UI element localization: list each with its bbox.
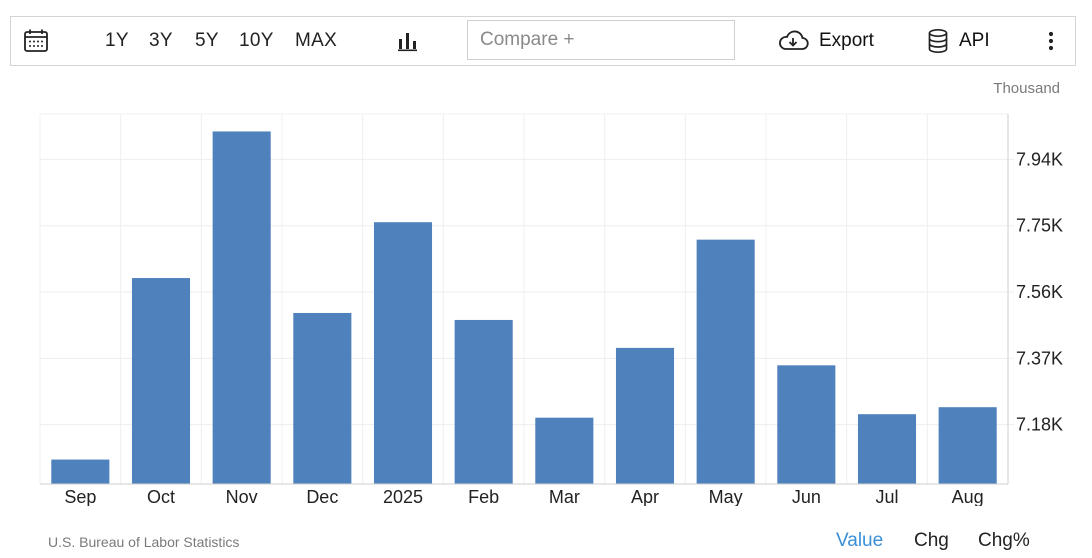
mode-chg-pct-button[interactable]: Chg% bbox=[978, 530, 1030, 551]
bar-mar bbox=[535, 417, 594, 484]
x-tick-label: 2025 bbox=[383, 487, 423, 506]
chart-area: Thousand 7.18K 7.37K 7.56K 7.75K 7.94K Sep Oct… bbox=[0, 66, 1092, 558]
y-tick-label: 7.37K bbox=[1016, 348, 1063, 368]
bar-chart: 7.18K 7.37K 7.56K 7.75K 7.94K Sep Oct Nov Dec 202… bbox=[39, 113, 1063, 506]
x-tick-label: May bbox=[709, 487, 743, 506]
x-tick-label: Jun bbox=[792, 487, 821, 506]
bar-dec bbox=[293, 312, 352, 484]
mode-value-button[interactable]: Value bbox=[836, 530, 884, 551]
database-icon bbox=[928, 28, 948, 54]
x-tick-label: Apr bbox=[631, 487, 659, 506]
x-tick-label: Aug bbox=[952, 487, 984, 506]
x-tick-label: Dec bbox=[306, 487, 338, 506]
more-options-icon[interactable] bbox=[1041, 17, 1061, 65]
y-tick-label: 7.18K bbox=[1016, 415, 1063, 435]
range-3y-button[interactable]: 3Y bbox=[149, 30, 173, 51]
x-tick-label: Nov bbox=[226, 487, 258, 506]
bar-nov bbox=[212, 131, 271, 484]
y-tick-label: 7.75K bbox=[1016, 216, 1063, 236]
api-label: API bbox=[959, 30, 990, 51]
api-button[interactable]: API bbox=[927, 17, 990, 65]
range-max-button[interactable]: MAX bbox=[295, 30, 338, 51]
export-label: Export bbox=[819, 30, 874, 51]
x-tick-label: Feb bbox=[468, 487, 499, 506]
y-tick-label: 7.56K bbox=[1016, 282, 1063, 302]
chart-toolbar: 1Y 3Y 5Y 10Y MAX Export API bbox=[10, 16, 1076, 66]
cloud-download-icon bbox=[779, 30, 809, 50]
x-tick-label: Oct bbox=[147, 487, 175, 506]
bar-2025 bbox=[373, 222, 433, 484]
range-10y-button[interactable]: 10Y bbox=[239, 30, 274, 51]
range-1y-button[interactable]: 1Y bbox=[105, 30, 129, 51]
x-tick-label: Mar bbox=[549, 487, 580, 506]
bar-apr bbox=[615, 347, 675, 484]
calendar-icon[interactable] bbox=[23, 17, 49, 65]
y-tick-label: 7.94K bbox=[1016, 149, 1063, 169]
bar-jun bbox=[777, 365, 836, 484]
bar-feb bbox=[454, 319, 513, 484]
unit-label: Thousand bbox=[993, 80, 1060, 97]
source-label: U.S. Bureau of Labor Statistics bbox=[48, 534, 240, 550]
export-button[interactable]: Export bbox=[777, 17, 874, 65]
compare-input[interactable] bbox=[467, 20, 735, 60]
bar-sep bbox=[51, 459, 110, 484]
bar-aug bbox=[938, 407, 997, 484]
x-tick-label: Sep bbox=[64, 487, 96, 506]
x-tick-label: Jul bbox=[875, 487, 898, 506]
bar-oct bbox=[131, 278, 191, 484]
mode-chg-button[interactable]: Chg bbox=[914, 530, 949, 551]
chart-type-bar-icon[interactable] bbox=[397, 17, 419, 65]
bar-may bbox=[696, 239, 755, 484]
range-5y-button[interactable]: 5Y bbox=[195, 30, 219, 51]
bar-jul bbox=[857, 414, 917, 484]
